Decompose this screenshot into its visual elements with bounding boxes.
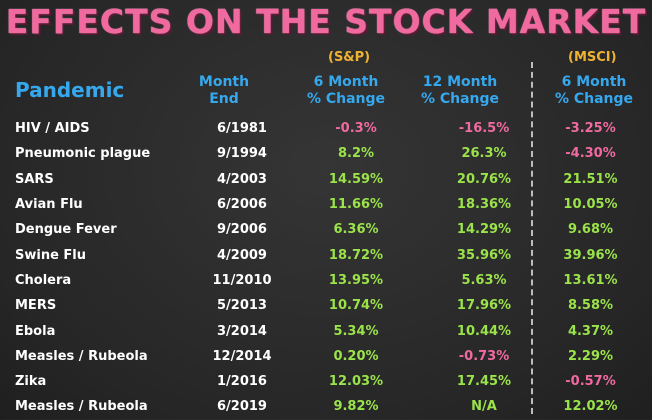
month-end-cell: 5/2013 <box>217 298 267 314</box>
header-sp-6m-line2: % Change <box>306 91 386 107</box>
month-end-cell: 9/2006 <box>217 222 267 238</box>
sp-6m-change-cell: 6.36% <box>333 222 379 238</box>
sp-12m-change-cell: 14.29% <box>456 222 512 238</box>
msci-6m-change-cell: 8.58% <box>567 298 614 314</box>
header-msci-6m-line2: % Change <box>554 91 634 107</box>
table-row: Measles / Rubeola 12/2014 0.20% -0.73% 2.29% <box>0 344 652 369</box>
msci-6m-change-cell: 4.37% <box>567 323 614 339</box>
table-row: Zika 1/2016 12.03% 17.45% -0.57% <box>0 369 652 394</box>
sp-6m-change-cell: 18.72% <box>328 247 384 263</box>
sp-12m-change-cell: 18.36% <box>456 197 512 213</box>
table-row: Pneumonic plague 9/1994 8.2% 26.3% -4.30% <box>0 141 652 166</box>
table-row: Measles / Rubeola 6/2019 9.82% N/A 12.02% <box>0 394 652 419</box>
table-row: Dengue Fever 9/2006 6.36% 14.29% 9.68% <box>0 217 652 242</box>
month-end-cell: 6/2019 <box>217 399 267 415</box>
header-sp-12m-line2: % Change <box>420 91 500 107</box>
pandemic-name-cell: Swine Flu <box>15 247 87 263</box>
month-end-cell: 9/1994 <box>217 146 267 162</box>
msci-6m-change-cell: 13.61% <box>563 272 618 288</box>
sp-12m-change-cell: 26.3% <box>461 146 507 162</box>
pandemic-name-cell: Zika <box>15 374 47 390</box>
sp-12m-change-cell: N/A <box>471 399 497 415</box>
month-end-cell: 1/2016 <box>217 374 267 390</box>
table-row: MERS 5/2013 10.74% 17.96% 8.58% <box>0 293 652 318</box>
pandemic-name-cell: Cholera <box>15 272 72 288</box>
sp-12m-change-cell: 10.44% <box>456 323 512 339</box>
sp-12m-change-cell: 5.63% <box>461 272 507 288</box>
sp-6m-change-cell: 0.20% <box>333 348 379 364</box>
pandemic-name-cell: MERS <box>15 298 57 314</box>
pandemic-name-cell: Ebola <box>15 323 56 339</box>
msci-6m-change-cell: 21.51% <box>563 171 618 187</box>
header-sp-6m-line1: 6 Month <box>313 74 379 90</box>
sp-12m-change-cell: 35.96% <box>456 247 512 263</box>
month-end-cell: 4/2003 <box>217 171 267 187</box>
table-row: Ebola 3/2014 5.34% 10.44% 4.37% <box>0 318 652 343</box>
month-end-cell: 11/2010 <box>212 272 272 288</box>
msci-6m-change-cell: 2.29% <box>567 348 614 364</box>
sp-12m-change-cell: 17.45% <box>456 374 512 390</box>
month-end-cell: 3/2014 <box>217 323 267 339</box>
sp-6m-change-cell: 5.34% <box>333 323 379 339</box>
sp-12m-change-cell: -16.5% <box>458 121 510 137</box>
table-row: Avian Flu 6/2006 11.66% 18.36% 10.05% <box>0 192 652 217</box>
table-row: Cholera 11/2010 13.95% 5.63% 13.61% <box>0 268 652 293</box>
pandemic-name-cell: Avian Flu <box>15 197 83 213</box>
sp-6m-change-cell: 14.59% <box>328 171 384 187</box>
header-sp-12m-line1: 12 Month <box>422 74 498 90</box>
header-month-end-line2: End <box>209 91 239 107</box>
pandemic-name-cell: Measles / Rubeola <box>15 348 148 364</box>
header-month-end: Month End <box>188 74 260 108</box>
header-msci-6m: 6 Month % Change <box>542 74 646 108</box>
source-label-sp: (S&P) <box>328 50 371 65</box>
table-row: SARS 4/2003 14.59% 20.76% 21.51% <box>0 167 652 192</box>
sp-6m-change-cell: 12.03% <box>328 374 384 390</box>
msci-6m-change-cell: -4.30% <box>565 146 616 162</box>
column-divider <box>531 62 533 414</box>
msci-6m-change-cell: 9.68% <box>567 222 614 238</box>
month-end-cell: 12/2014 <box>212 348 272 364</box>
pandemic-name-cell: Pneumonic plague <box>15 146 151 162</box>
page-title: EFFECTS ON THE STOCK MARKET <box>5 2 647 41</box>
source-label-msci: (MSCI) <box>568 50 617 65</box>
sp-6m-change-cell: 11.66% <box>328 197 384 213</box>
header-pandemic: Pandemic <box>15 78 125 102</box>
month-end-cell: 6/2006 <box>217 197 267 213</box>
msci-6m-change-cell: 10.05% <box>563 197 618 213</box>
sp-12m-change-cell: 17.96% <box>456 298 512 314</box>
month-end-cell: 6/1981 <box>217 121 267 137</box>
table-row: Swine Flu 4/2009 18.72% 35.96% 39.96% <box>0 242 652 267</box>
header-sp-12m: 12 Month % Change <box>410 74 510 108</box>
sp-6m-change-cell: -0.3% <box>335 121 377 137</box>
header-month-end-line1: Month <box>198 74 250 90</box>
pandemic-name-cell: SARS <box>15 171 54 187</box>
sp-6m-change-cell: 13.95% <box>328 272 384 288</box>
pandemic-name-cell: Measles / Rubeola <box>15 399 148 415</box>
msci-6m-change-cell: 12.02% <box>563 399 618 415</box>
msci-6m-change-cell: 39.96% <box>563 247 618 263</box>
month-end-cell: 4/2009 <box>217 247 267 263</box>
pandemic-name-cell: HIV / AIDS <box>15 121 90 137</box>
header-msci-6m-line1: 6 Month <box>561 74 627 90</box>
pandemic-name-cell: Dengue Fever <box>15 222 117 238</box>
data-table: HIV / AIDS 6/1981 -0.3% -16.5% -3.25% Pneumon… <box>0 116 652 420</box>
header-sp-6m: 6 Month % Change <box>296 74 396 108</box>
sp-6m-change-cell: 9.82% <box>333 399 379 415</box>
sp-12m-change-cell: -0.73% <box>458 348 510 364</box>
sp-6m-change-cell: 10.74% <box>328 298 384 314</box>
msci-6m-change-cell: -0.57% <box>565 374 616 390</box>
msci-6m-change-cell: -3.25% <box>565 121 616 137</box>
sp-12m-change-cell: 20.76% <box>456 171 512 187</box>
table-row: HIV / AIDS 6/1981 -0.3% -16.5% -3.25% <box>0 116 652 141</box>
sp-6m-change-cell: 8.2% <box>337 146 375 162</box>
